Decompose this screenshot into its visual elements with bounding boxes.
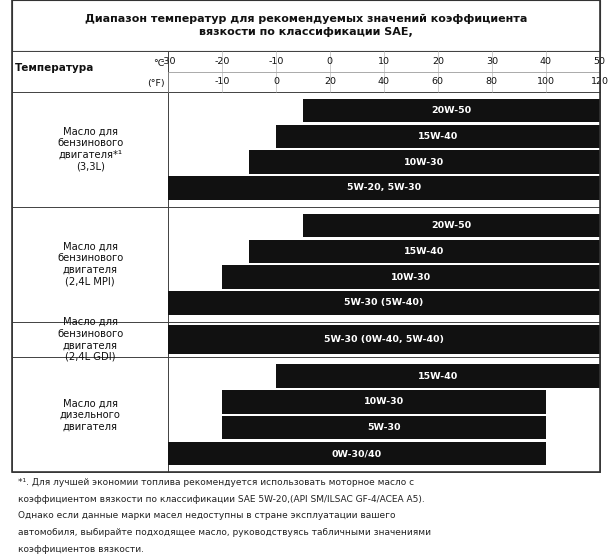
Text: Температура: Температура [15,63,94,73]
Text: 80: 80 [486,77,498,86]
Text: коэффициентом вязкости по классификации SAE 5W-20,(API SM/ILSAC GF-4/ACEA A5).: коэффициентом вязкости по классификации … [18,495,425,504]
Text: °C: °C [154,59,165,68]
Bar [168,92,600,207]
Text: 5W-30: 5W-30 [367,423,401,432]
Text: 40: 40 [378,77,390,86]
Bar [12,0,600,472]
Bar [168,357,600,472]
Bar [12,51,168,92]
Bar [168,321,600,357]
Text: 10W-30: 10W-30 [391,273,431,282]
Text: 60: 60 [432,77,444,86]
Text: 20W-50: 20W-50 [431,106,471,115]
Bar [12,357,168,472]
Bar [12,321,168,357]
Text: 20W-50: 20W-50 [431,221,471,230]
Bar [222,266,600,289]
Bar [303,214,600,237]
Text: 50: 50 [594,57,606,66]
Bar [12,0,600,51]
Text: 40: 40 [540,57,552,66]
Bar [12,92,168,207]
Bar [222,416,546,439]
Text: Диапазон температур для рекомендуемых значений коэффициента: Диапазон температур для рекомендуемых зн… [85,14,527,24]
Text: вязкости по классификации SAE,: вязкости по классификации SAE, [199,27,413,37]
Text: Однако если данные марки масел недоступны в стране эксплуатации вашего: Однако если данные марки масел недоступн… [18,511,395,520]
Text: 20: 20 [324,77,336,86]
Text: -10: -10 [214,77,230,86]
Text: 10W-30: 10W-30 [405,158,444,167]
Text: -10: -10 [268,57,283,66]
Text: 5W-20, 5W-30: 5W-20, 5W-30 [347,183,421,192]
Text: 100: 100 [537,77,555,86]
Bar [168,291,600,315]
Text: коэффициентов вязкости.: коэффициентов вязкости. [18,545,144,554]
Text: 20: 20 [432,57,444,66]
Text: Масло для
бензинового
двигателя*¹
(3,3L): Масло для бензинового двигателя*¹ (3,3L) [57,127,123,172]
Text: Масло для
бензинового
двигателя
(2,4L MPI): Масло для бензинового двигателя (2,4L MP… [57,242,123,287]
Text: (°F): (°F) [147,79,165,88]
Bar [276,125,600,148]
Text: 120: 120 [591,77,609,86]
Text: -30: -30 [160,57,176,66]
Text: 30: 30 [486,57,498,66]
Bar [168,442,546,465]
Text: 0W-30/40: 0W-30/40 [332,449,382,458]
Text: Масло для
дизельного
двигателя: Масло для дизельного двигателя [59,398,121,432]
Text: 15W-40: 15W-40 [418,132,458,141]
Bar [12,207,168,321]
Bar [222,390,546,414]
Text: 10: 10 [378,57,390,66]
Bar [168,207,600,321]
Text: 0: 0 [327,57,333,66]
Bar [168,51,600,92]
Bar [276,364,600,388]
Bar [303,99,600,122]
Bar [249,240,600,263]
Bar [168,325,600,354]
Text: 15W-40: 15W-40 [418,372,458,381]
Text: 10W-30: 10W-30 [364,397,404,406]
Text: *¹. Для лучшей экономии топлива рекомендуется использовать моторное масло с: *¹. Для лучшей экономии топлива рекоменд… [18,478,414,487]
Text: -20: -20 [214,57,230,66]
Bar [168,176,600,200]
Text: автомобиля, выбирайте подходящее масло, руководствуясь табличными значениями: автомобиля, выбирайте подходящее масло, … [18,528,431,537]
Text: 15W-40: 15W-40 [404,247,444,255]
Bar [249,150,600,174]
Text: 5W-30 (5W-40): 5W-30 (5W-40) [344,299,424,307]
Text: 5W-30 (0W-40, 5W-40): 5W-30 (0W-40, 5W-40) [324,335,444,344]
Text: 0: 0 [273,77,279,86]
Text: Масло для
бензинового
двигателя
(2,4L GDI): Масло для бензинового двигателя (2,4L GD… [57,317,123,362]
